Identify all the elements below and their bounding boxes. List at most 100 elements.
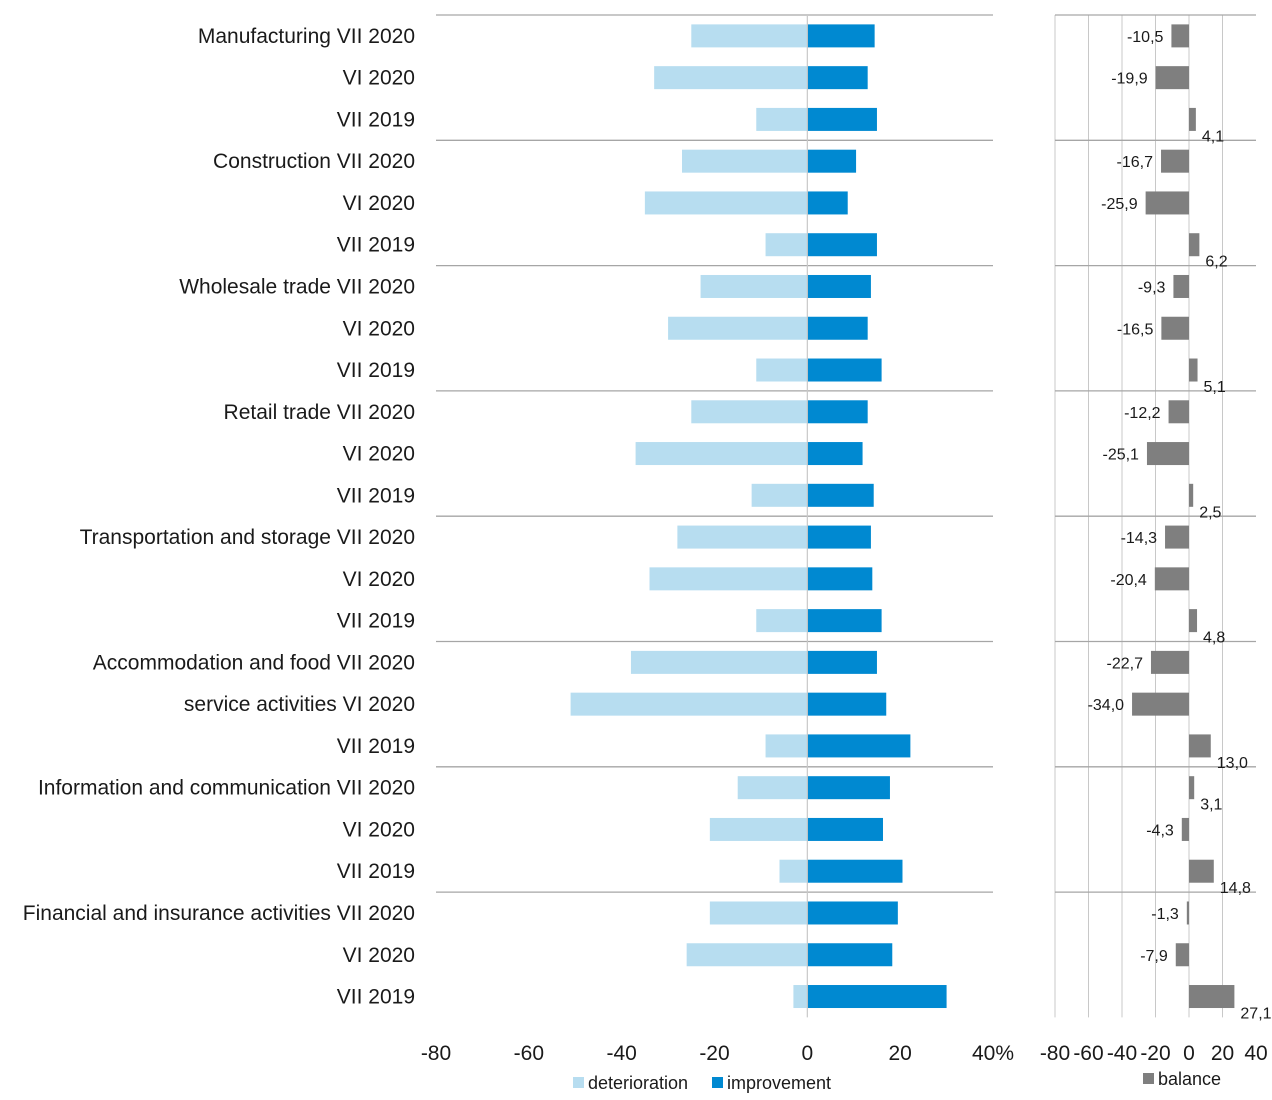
balance-bar	[1189, 107, 1196, 131]
balance-value-label: -20,4	[1110, 572, 1147, 589]
deterioration-bar	[756, 107, 808, 131]
deterioration-bar	[691, 24, 808, 48]
balance-bar	[1146, 442, 1189, 466]
balance-value-label: -1,3	[1151, 906, 1179, 923]
balance-value-label: 6,2	[1205, 254, 1227, 271]
balance-value-label: -16,7	[1117, 154, 1154, 171]
category-label: VI 2020	[343, 192, 415, 215]
balance-bar	[1181, 817, 1189, 841]
deterioration-bar	[654, 66, 808, 90]
balance-value-label: -25,1	[1102, 447, 1139, 464]
balance-bar	[1175, 943, 1189, 967]
x-tick-label: -60	[514, 1042, 544, 1065]
balance-value-label: 3,1	[1200, 797, 1222, 814]
category-label: VI 2020	[343, 443, 415, 466]
category-label: Construction VII 2020	[213, 150, 415, 173]
deterioration-bar	[765, 233, 808, 257]
balance-bar	[1165, 525, 1189, 549]
legend-label-deterioration: deterioration	[588, 1073, 688, 1093]
deterioration-bar	[709, 817, 808, 841]
deterioration-bar	[779, 859, 808, 883]
improvement-bar	[807, 525, 871, 549]
category-label: VI 2020	[343, 944, 415, 967]
legend-label-improvement: improvement	[727, 1073, 831, 1093]
x-tick-label: -40	[606, 1042, 636, 1065]
balance-bar	[1154, 567, 1189, 591]
balance-bar	[1189, 859, 1214, 883]
balance-bar	[1145, 191, 1189, 215]
category-label: VI 2020	[343, 317, 415, 340]
x-tick-label: -80	[421, 1042, 451, 1065]
balance-value-label: -34,0	[1088, 697, 1125, 714]
improvement-bar	[807, 609, 882, 633]
deterioration-bar	[677, 525, 808, 549]
balance-bar	[1189, 233, 1200, 257]
balance-x-tick-label: 20	[1211, 1042, 1234, 1065]
balance-bar	[1186, 901, 1189, 925]
category-label: VI 2020	[343, 818, 415, 841]
improvement-bar	[807, 233, 877, 257]
deterioration-bar	[737, 776, 808, 800]
improvement-bar	[807, 400, 868, 424]
deterioration-bar	[765, 734, 808, 758]
improvement-bar	[807, 316, 868, 340]
category-label: service activities VI 2020	[184, 693, 415, 716]
x-tick-label: 20	[888, 1042, 911, 1065]
legend-swatch-deterioration	[573, 1077, 584, 1088]
improvement-bar	[807, 901, 898, 925]
improvement-bar	[807, 358, 882, 382]
balance-value-label: -4,3	[1146, 822, 1174, 839]
deterioration-bar	[630, 650, 808, 674]
deterioration-bar	[709, 901, 808, 925]
category-label: VII 2019	[337, 234, 415, 257]
deterioration-bar	[691, 400, 808, 424]
balance-value-label: -7,9	[1140, 948, 1168, 965]
category-label: Information and communication VII 2020	[38, 777, 415, 800]
balance-value-label: 2,5	[1199, 504, 1221, 521]
balance-value-label: 4,8	[1203, 630, 1225, 647]
balance-bar	[1161, 149, 1189, 173]
improvement-bar	[807, 943, 893, 967]
category-label: Manufacturing VII 2020	[198, 25, 415, 48]
improvement-bar	[807, 859, 903, 883]
deterioration-bar	[686, 943, 808, 967]
deterioration-bar	[570, 692, 808, 716]
legend-swatch-balance	[1143, 1073, 1154, 1084]
legend-swatch-improvement	[712, 1077, 723, 1088]
balance-bar	[1189, 734, 1211, 758]
balance-value-label: -14,3	[1121, 530, 1158, 547]
improvement-bar	[807, 66, 868, 90]
deterioration-bar	[793, 985, 808, 1009]
improvement-bar	[807, 149, 857, 173]
improvement-bar	[807, 567, 873, 591]
improvement-bar	[807, 734, 911, 758]
improvement-bar	[807, 776, 890, 800]
deterioration-bar	[756, 358, 808, 382]
balance-bar	[1189, 358, 1198, 382]
improvement-bar	[807, 24, 875, 48]
balance-x-tick-label: -20	[1140, 1042, 1170, 1065]
category-label: Financial and insurance activities VII 2…	[23, 902, 415, 925]
balance-value-label: -25,9	[1101, 196, 1138, 213]
x-tick-label: -20	[699, 1042, 729, 1065]
improvement-bar	[807, 483, 874, 507]
deterioration-bar	[668, 316, 808, 340]
balance-bar	[1155, 66, 1189, 90]
improvement-bar	[807, 274, 871, 298]
balance-value-label: 13,0	[1217, 755, 1248, 772]
category-label: Retail trade VII 2020	[224, 401, 415, 424]
balance-x-tick-label: -80	[1040, 1042, 1070, 1065]
balance-value-label: 27,1	[1240, 1006, 1271, 1023]
balance-bar	[1150, 650, 1189, 674]
improvement-bar	[807, 985, 947, 1009]
category-label: VII 2019	[337, 484, 415, 507]
balance-value-label: -16,5	[1117, 321, 1154, 338]
balance-bar	[1173, 274, 1189, 298]
balance-bar	[1189, 483, 1194, 507]
deterioration-bar	[700, 274, 808, 298]
improvement-bar	[807, 692, 887, 716]
balance-value-label: -10,5	[1127, 29, 1164, 46]
balance-bar	[1161, 316, 1189, 340]
